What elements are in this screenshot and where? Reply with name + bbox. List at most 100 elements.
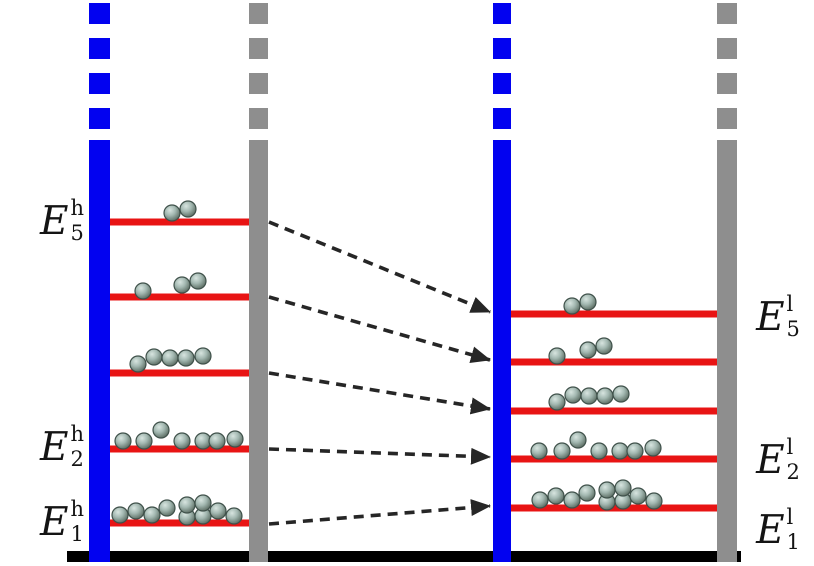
right-well-left-wall-dash xyxy=(493,3,511,24)
energy-level-E3h xyxy=(110,369,251,377)
energy-level-E2l xyxy=(511,455,717,463)
particle xyxy=(208,432,226,450)
particle xyxy=(564,386,582,404)
particle xyxy=(598,481,616,499)
right-well-right-wall xyxy=(717,140,737,562)
left-well-right-wall-dash xyxy=(249,3,268,24)
particle xyxy=(612,385,630,403)
particle xyxy=(135,432,153,450)
particle xyxy=(161,349,179,367)
particle xyxy=(152,421,170,439)
transfer-E3-arrow xyxy=(268,371,491,415)
energy-level-E5l xyxy=(511,310,717,318)
label-subscript: 5 xyxy=(786,317,800,341)
particle xyxy=(644,439,662,457)
particle xyxy=(194,347,212,365)
transfer-E2-arrow xyxy=(268,447,491,465)
particle xyxy=(579,341,597,359)
energy-level-E1l xyxy=(511,504,717,512)
particle xyxy=(143,506,161,524)
particle xyxy=(629,487,647,505)
label-base: E xyxy=(39,198,69,244)
particle xyxy=(611,442,629,460)
particle xyxy=(179,200,197,218)
label-subscript: 5 xyxy=(70,221,84,245)
label-subscript: 2 xyxy=(786,460,800,484)
left-well-left-wall-dash xyxy=(89,73,110,94)
label-base: E xyxy=(39,424,69,470)
transfer-E4-arrow xyxy=(268,295,491,363)
particle xyxy=(569,431,587,449)
particle xyxy=(209,502,227,520)
left-well-left-wall-dash xyxy=(89,38,110,59)
particle xyxy=(595,337,613,355)
particle xyxy=(127,502,145,520)
particle xyxy=(553,442,571,460)
left-well-right-wall xyxy=(249,140,268,562)
label-superscript: h xyxy=(70,497,85,521)
particle xyxy=(579,293,597,311)
right-well-right-wall-dash xyxy=(717,73,737,94)
right-well-right-wall-dash xyxy=(717,3,737,24)
left-well-right-wall-dash xyxy=(249,73,268,94)
particle xyxy=(173,432,191,450)
particle xyxy=(194,494,212,512)
label-base: E xyxy=(756,294,785,340)
particle xyxy=(548,393,566,411)
right-well-right-wall-dash xyxy=(717,108,737,129)
right-well-left-wall xyxy=(493,140,511,562)
left-well-right-wall-dash xyxy=(249,108,268,129)
particle xyxy=(563,491,581,509)
label-superscript: l xyxy=(786,435,794,459)
particle xyxy=(530,442,548,460)
particle xyxy=(114,432,132,450)
particle xyxy=(626,442,644,460)
particle xyxy=(548,347,566,365)
particle xyxy=(145,348,163,366)
particle xyxy=(590,442,608,460)
left-well-left-wall-dash xyxy=(89,3,110,24)
particle xyxy=(189,272,207,290)
energy-level-E4h xyxy=(110,293,251,301)
label-superscript: l xyxy=(786,505,794,529)
right-well-left-wall-dash xyxy=(493,38,511,59)
right-well-left-wall-dash xyxy=(493,108,511,129)
particle xyxy=(580,387,598,405)
particle xyxy=(111,506,129,524)
label-subscript: 2 xyxy=(70,447,84,471)
label-base: E xyxy=(756,507,785,553)
particle xyxy=(563,297,581,315)
label-superscript: l xyxy=(786,292,794,316)
particle xyxy=(178,496,196,514)
particle xyxy=(173,276,191,294)
transfer-E1-arrow xyxy=(268,499,491,526)
label-base: E xyxy=(39,499,69,545)
label-superscript: h xyxy=(70,196,85,220)
transfer-E5-arrow xyxy=(268,220,491,314)
particle xyxy=(645,492,663,510)
particle xyxy=(158,499,176,517)
particle xyxy=(547,487,565,505)
left-well-left-wall-dash xyxy=(89,108,110,129)
particle xyxy=(163,204,181,222)
energy-level-E4l xyxy=(511,358,717,366)
particle xyxy=(129,355,147,373)
right-well-left-wall-dash xyxy=(493,73,511,94)
particle xyxy=(226,430,244,448)
particle xyxy=(134,282,152,300)
label-subscript: 1 xyxy=(70,522,84,546)
energy-level-E1h xyxy=(110,519,251,527)
particle xyxy=(531,491,549,509)
